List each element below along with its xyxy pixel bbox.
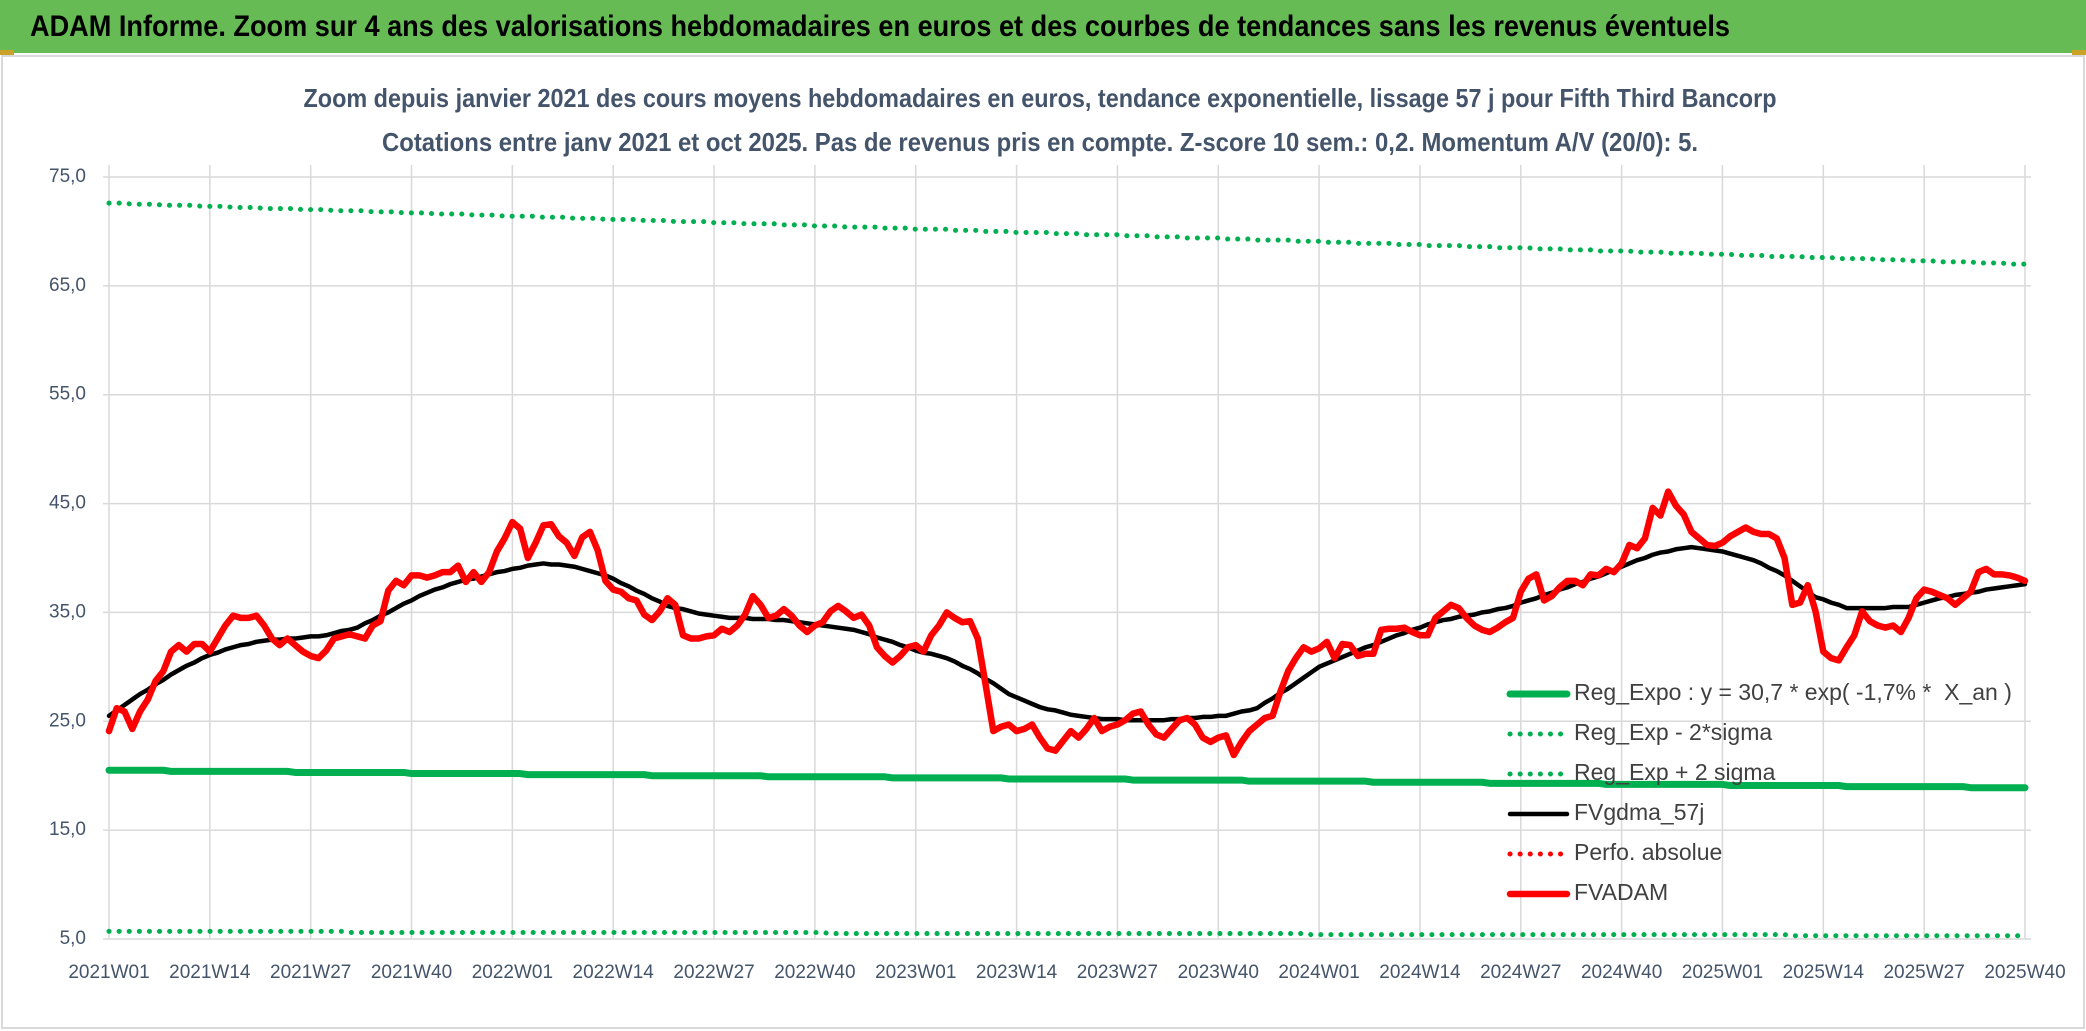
data-line: [106, 544, 2028, 723]
data-line: [106, 928, 2028, 939]
plot: [105, 200, 2029, 939]
header-title: ADAM Informe. Zoom sur 4 ans des valoris…: [30, 10, 1730, 43]
chart-frame: [1, 55, 2085, 1029]
x-tick-label: 2023W01: [875, 962, 956, 983]
x-tick-label: 2024W27: [1480, 962, 1561, 983]
x-tick-label: 2022W01: [472, 962, 553, 983]
x-tick-label: 2021W40: [371, 962, 452, 983]
x-tick-label: 2023W40: [1178, 962, 1259, 983]
x-tick-label: 2023W27: [1077, 962, 1158, 983]
legend-label: FVgdma_57j: [1574, 799, 1704, 825]
x-tick-label: 2021W01: [68, 962, 149, 983]
y-tick-label: 5,0: [60, 928, 86, 949]
legend-label: Reg_Exp - 2*sigma: [1574, 719, 1772, 745]
legend: Reg_Expo : y = 30,7 * exp( -1,7% * X_an …: [1506, 679, 2012, 905]
y-tick-label: 45,0: [49, 493, 86, 514]
x-tick-label: 2021W27: [270, 962, 351, 983]
x-tick-label: 2025W14: [1783, 962, 1865, 983]
x-tick-label: 2024W01: [1278, 962, 1359, 983]
x-tick-label: 2022W14: [573, 962, 655, 983]
y-tick-label: 65,0: [49, 275, 86, 296]
x-tick-label: 2025W01: [1682, 962, 1763, 983]
x-tick-label: 2023W14: [976, 962, 1058, 983]
legend-label: Perfo. absolue: [1574, 839, 1722, 865]
legend-label: Reg_Exp + 2 sigma: [1574, 759, 1776, 785]
legend-label: Reg_Expo : y = 30,7 * exp( -1,7% * X_an …: [1574, 679, 2012, 705]
x-tick-label: 2022W40: [774, 962, 855, 983]
y-tick-label: 75,0: [49, 166, 86, 187]
data-line: [105, 766, 2029, 792]
x-tick-label: 2022W27: [673, 962, 754, 983]
x-tick-label: 2024W40: [1581, 962, 1662, 983]
x-tick-label: 2021W14: [169, 962, 251, 983]
data-line: [105, 488, 2029, 759]
legend-label: FVADAM: [1574, 879, 1668, 905]
header-corner: [2072, 50, 2086, 55]
data-line: [106, 200, 2028, 267]
x-tick-label: 2024W14: [1379, 962, 1461, 983]
chart-title: Zoom depuis janvier 2021 des cours moyen…: [304, 83, 1777, 113]
chart-subtitle: Cotations entre janv 2021 et oct 2025. P…: [382, 127, 1698, 157]
x-tick-label: 2025W27: [1883, 962, 1964, 983]
y-tick-label: 15,0: [49, 819, 86, 840]
x-tick-label: 2025W40: [1984, 962, 2065, 983]
y-tick-label: 25,0: [49, 710, 86, 731]
header-corner: [0, 50, 14, 55]
grid: 5,0 15,0 25,0 35,0 45,0 55,0 65,0 75,0 2021W01 20…: [49, 165, 2066, 983]
header-bar: [0, 0, 2086, 53]
y-tick-label: 35,0: [49, 601, 86, 622]
y-tick-label: 55,0: [49, 384, 86, 405]
